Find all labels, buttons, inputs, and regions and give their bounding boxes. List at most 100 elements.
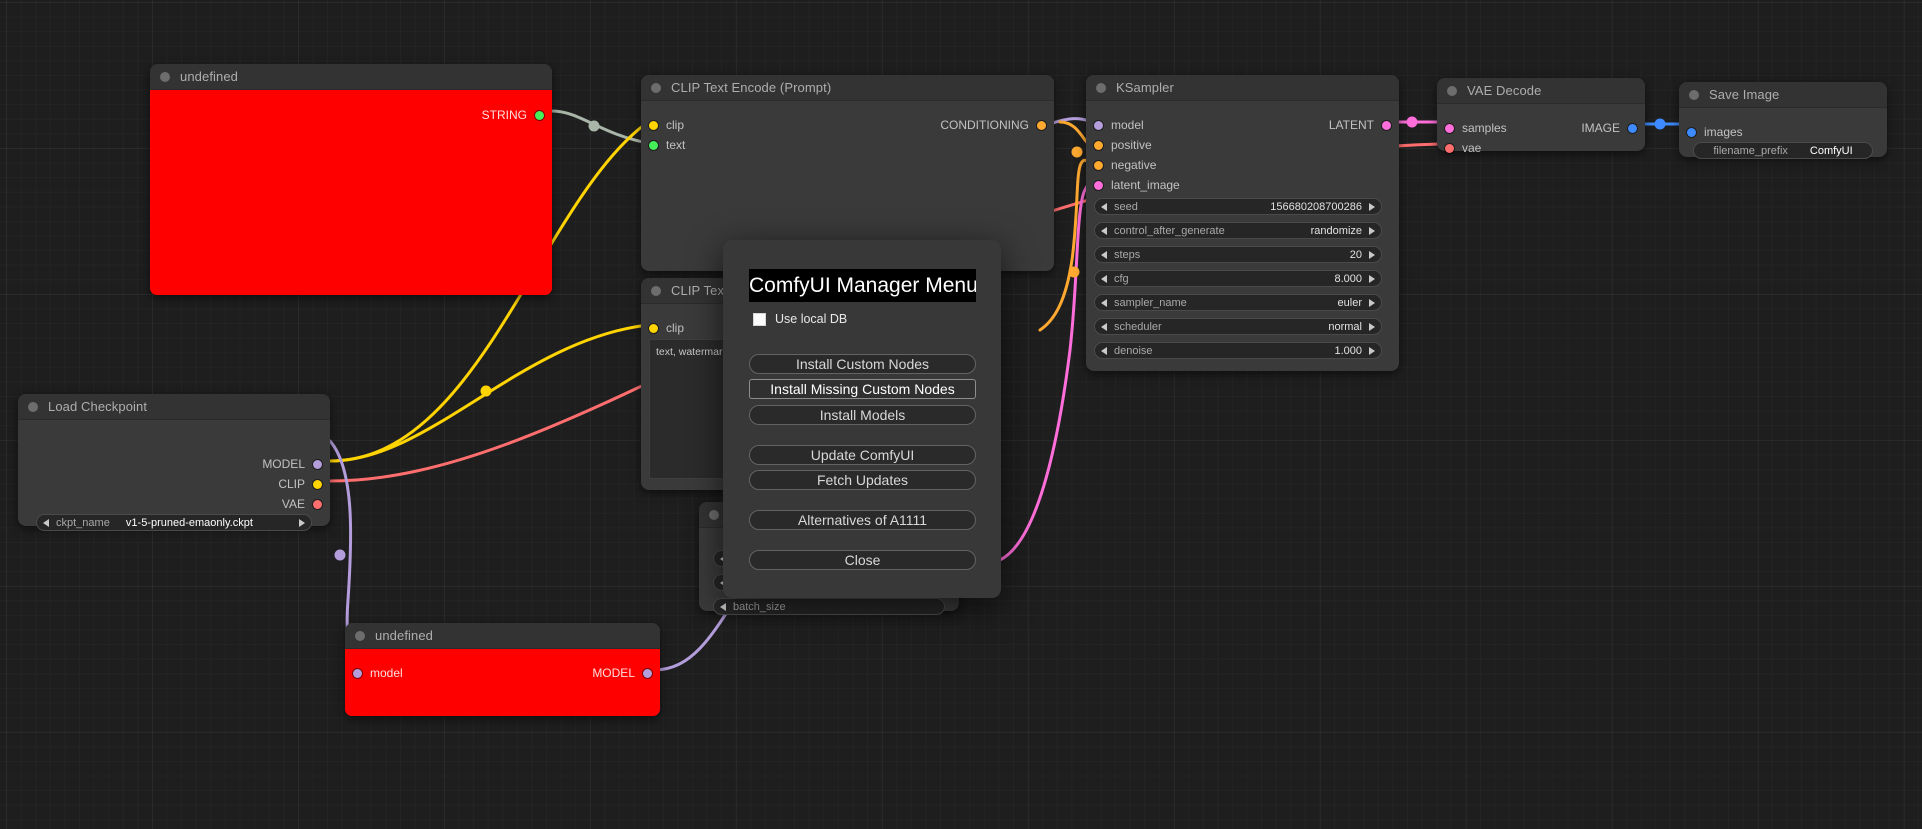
output-slot-image[interactable]: IMAGE bbox=[1581, 121, 1637, 135]
input-pin-clip[interactable] bbox=[649, 120, 658, 130]
node-title-bar[interactable]: CLIP Text Encode (Prompt) bbox=[641, 75, 1054, 101]
node-title-bar[interactable]: KSampler bbox=[1086, 75, 1399, 101]
input-slot-clip[interactable]: clip bbox=[649, 118, 684, 132]
input-pin-vae[interactable] bbox=[1445, 143, 1454, 153]
input-slot-positive[interactable]: positive bbox=[1094, 138, 1152, 152]
input-pin-negative[interactable] bbox=[1094, 160, 1103, 170]
widget-denoise[interactable]: denoise 1.000 bbox=[1094, 342, 1382, 359]
input-pin-latent-image[interactable] bbox=[1094, 180, 1103, 190]
decrement-arrow-icon[interactable] bbox=[1101, 202, 1107, 211]
decrement-arrow-icon[interactable] bbox=[1101, 298, 1107, 307]
node-save-image[interactable]: Save Image images filename_prefix ComfyU… bbox=[1679, 82, 1887, 159]
increment-arrow-icon[interactable] bbox=[1369, 274, 1375, 283]
input-pin-positive[interactable] bbox=[1094, 140, 1103, 150]
output-slot-string[interactable]: STRING bbox=[482, 108, 544, 122]
widget-value[interactable]: normal bbox=[1328, 320, 1362, 333]
widget-steps[interactable]: steps 20 bbox=[1094, 246, 1382, 263]
increment-arrow-icon[interactable] bbox=[299, 518, 305, 527]
node-title-bar[interactable]: undefined bbox=[345, 623, 660, 649]
widget-value[interactable]: ComfyUI bbox=[1809, 144, 1853, 157]
input-pin-model[interactable] bbox=[353, 668, 362, 678]
increment-arrow-icon[interactable] bbox=[1369, 202, 1375, 211]
node-undefined-model[interactable]: undefined model MODEL bbox=[345, 623, 660, 716]
decrement-arrow-icon[interactable] bbox=[1101, 322, 1107, 331]
input-slot-text[interactable]: text bbox=[649, 138, 685, 152]
input-slot-clip[interactable]: clip bbox=[649, 321, 684, 335]
output-slot-vae[interactable]: VAE bbox=[282, 497, 322, 511]
decrement-arrow-icon[interactable] bbox=[1101, 250, 1107, 259]
output-slot-model[interactable]: MODEL bbox=[262, 457, 322, 471]
widget-batch-size[interactable]: batch_size bbox=[713, 598, 945, 615]
widget-value[interactable]: euler bbox=[1337, 296, 1362, 309]
widget-cfg[interactable]: cfg 8.000 bbox=[1094, 270, 1382, 287]
node-load-checkpoint[interactable]: Load Checkpoint MODEL CLIP VAE ckpt_name… bbox=[18, 394, 330, 531]
output-slot-latent[interactable]: LATENT bbox=[1329, 118, 1391, 132]
widget-value[interactable]: 1.000 bbox=[1334, 344, 1362, 357]
use-local-db-checkbox[interactable] bbox=[753, 312, 766, 326]
input-pin-samples[interactable] bbox=[1445, 123, 1454, 133]
widget-scheduler[interactable]: scheduler normal bbox=[1094, 318, 1382, 335]
node-title-bar[interactable]: undefined bbox=[150, 64, 552, 90]
widget-value[interactable]: 156680208700286 bbox=[1270, 200, 1362, 213]
widget-value[interactable]: 8.000 bbox=[1334, 272, 1362, 285]
input-slot-images[interactable]: images bbox=[1687, 125, 1743, 139]
widget-value[interactable]: 20 bbox=[1349, 248, 1362, 261]
input-slot-negative[interactable]: negative bbox=[1094, 158, 1156, 172]
input-slot-model[interactable]: model bbox=[353, 666, 403, 680]
output-slot-model[interactable]: MODEL bbox=[592, 666, 652, 680]
output-pin-vae[interactable] bbox=[313, 499, 322, 509]
input-pin-text[interactable] bbox=[649, 140, 658, 150]
node-undefined-string[interactable]: undefined STRING bbox=[150, 64, 552, 295]
decrement-arrow-icon[interactable] bbox=[1101, 346, 1107, 355]
widget-filename-prefix[interactable]: filename_prefix ComfyUI bbox=[1693, 142, 1873, 159]
update-comfyui-button[interactable]: Update ComfyUI bbox=[749, 445, 976, 465]
decrement-arrow-icon[interactable] bbox=[43, 518, 49, 527]
node-title-bar[interactable]: VAE Decode bbox=[1437, 78, 1645, 104]
output-pin-model[interactable] bbox=[313, 459, 322, 469]
increment-arrow-icon[interactable] bbox=[1369, 250, 1375, 259]
input-slot-samples[interactable]: samples bbox=[1445, 121, 1507, 135]
widget-sampler-name[interactable]: sampler_name euler bbox=[1094, 294, 1382, 311]
increment-arrow-icon[interactable] bbox=[1369, 322, 1375, 331]
input-slot-model[interactable]: model bbox=[1094, 118, 1144, 132]
input-pin-model[interactable] bbox=[1094, 120, 1103, 130]
output-pin-latent[interactable] bbox=[1382, 120, 1391, 130]
input-pin-images[interactable] bbox=[1687, 127, 1696, 137]
output-slot-conditioning[interactable]: CONDITIONING bbox=[940, 118, 1046, 132]
widget-ckpt-name[interactable]: ckpt_name v1-5-pruned-emaonly.ckpt bbox=[36, 514, 312, 531]
increment-arrow-icon[interactable] bbox=[1369, 226, 1375, 235]
decrement-arrow-icon[interactable] bbox=[720, 602, 726, 611]
widget-value[interactable]: v1-5-pruned-emaonly.ckpt bbox=[125, 516, 253, 529]
use-local-db-row[interactable]: Use local DB bbox=[753, 312, 847, 326]
input-slot-latent-image[interactable]: latent_image bbox=[1094, 178, 1180, 192]
output-pin-conditioning[interactable] bbox=[1037, 120, 1046, 130]
output-slot-label: MODEL bbox=[592, 666, 635, 680]
alternatives-of-a1111-button[interactable]: Alternatives of A1111 bbox=[749, 510, 976, 530]
output-slot-clip[interactable]: CLIP bbox=[278, 477, 322, 491]
node-vae-decode[interactable]: VAE Decode samples vae IMAGE bbox=[1437, 78, 1645, 155]
output-pin-clip[interactable] bbox=[313, 479, 322, 489]
comfyui-manager-menu-dialog[interactable]: ComfyUI Manager Menu Use local DB Instal… bbox=[723, 240, 1001, 598]
install-models-button[interactable]: Install Models bbox=[749, 405, 976, 425]
increment-arrow-icon[interactable] bbox=[1369, 298, 1375, 307]
node-title-bar[interactable]: Save Image bbox=[1679, 82, 1887, 108]
close-button[interactable]: Close bbox=[749, 550, 976, 570]
input-pin-clip[interactable] bbox=[649, 323, 658, 333]
input-slot-vae[interactable]: vae bbox=[1445, 141, 1481, 155]
decrement-arrow-icon[interactable] bbox=[1101, 226, 1107, 235]
node-clip-text-encode-positive[interactable]: CLIP Text Encode (Prompt) clip text COND… bbox=[641, 75, 1054, 271]
node-ksampler[interactable]: KSampler model positive negative latent_… bbox=[1086, 75, 1399, 371]
output-pin-image[interactable] bbox=[1628, 123, 1637, 133]
output-pin-string[interactable] bbox=[535, 110, 544, 120]
widget-seed[interactable]: seed 156680208700286 bbox=[1094, 198, 1382, 215]
widget-value[interactable]: randomize bbox=[1310, 224, 1362, 237]
node-title-bar[interactable]: Load Checkpoint bbox=[18, 394, 330, 420]
increment-arrow-icon[interactable] bbox=[1369, 346, 1375, 355]
widget-control-after-generate[interactable]: control_after_generate randomize bbox=[1094, 222, 1382, 239]
fetch-updates-button[interactable]: Fetch Updates bbox=[749, 470, 976, 490]
decrement-arrow-icon[interactable] bbox=[1101, 274, 1107, 283]
output-pin-model[interactable] bbox=[643, 668, 652, 678]
install-missing-custom-nodes-button[interactable]: Install Missing Custom Nodes bbox=[749, 379, 976, 399]
install-custom-nodes-button[interactable]: Install Custom Nodes bbox=[749, 354, 976, 374]
